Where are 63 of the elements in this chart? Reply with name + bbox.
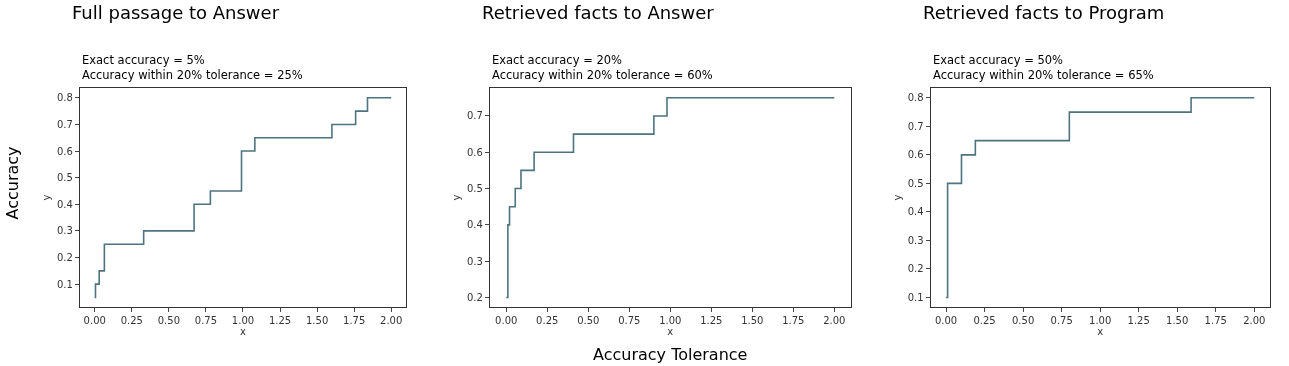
- y-tick-label: 0.7: [466, 110, 483, 122]
- x-tick-label: 0.00: [495, 315, 518, 327]
- y-tick-label: 0.5: [907, 177, 924, 189]
- y-tick-label: 0.2: [57, 252, 73, 264]
- x-tick-label: 0.50: [1011, 315, 1035, 327]
- chart-subtitle: Exact accuracy = 20% Accuracy within 20% tolerance = 60%: [492, 53, 713, 82]
- x-tick-label: 1.50: [741, 315, 764, 327]
- y-tick-label: 0.6: [907, 149, 924, 161]
- y-tick-label: 0.4: [466, 219, 483, 231]
- x-tick-label: 2.00: [823, 315, 846, 327]
- x-tick-label: 1.50: [305, 315, 329, 327]
- x-tick-label: 1.25: [1127, 315, 1150, 327]
- x-axis-title: x: [1097, 326, 1104, 338]
- y-tick-label: 0.8: [57, 92, 73, 104]
- x-axis-title: x: [240, 326, 247, 338]
- x-tick-label: 0.25: [120, 315, 143, 327]
- x-tick-label: 0.75: [194, 315, 218, 327]
- x-tick-label: 0.50: [577, 315, 600, 327]
- y-tick-label: 0.4: [57, 198, 73, 210]
- y-tick-label: 0.2: [466, 291, 483, 303]
- y-tick-label: 0.4: [907, 206, 924, 218]
- y-tick-label: 0.3: [466, 255, 483, 267]
- y-tick-label: 0.8: [907, 92, 924, 104]
- chart-title: Retrieved facts to Answer: [482, 2, 715, 23]
- y-tick-label: 0.2: [907, 263, 924, 275]
- x-tick-label: 0.00: [83, 315, 106, 327]
- y-tick-label: 0.1: [57, 278, 73, 290]
- y-axis-title: y: [450, 194, 462, 201]
- x-tick-label: 0.75: [1050, 315, 1073, 327]
- x-tick-label: 2.00: [1243, 315, 1266, 327]
- x-tick-label: 1.75: [343, 315, 366, 327]
- x-tick-label: 0.25: [536, 315, 559, 327]
- x-tick-label: 1.25: [700, 315, 723, 327]
- text: Accuracy: [2, 146, 22, 220]
- chart-title: Retrieved facts to Program: [923, 2, 1165, 23]
- x-tick-label: 2.00: [380, 315, 403, 327]
- text: Accuracy Tolerance: [593, 345, 748, 364]
- y-tick-label: 0.3: [57, 225, 73, 237]
- y-tick-label: 0.3: [907, 234, 924, 246]
- x-tick-label: 1.00: [659, 315, 682, 327]
- y-tick-label: 0.5: [466, 183, 483, 195]
- x-tick-label: 0.50: [157, 315, 180, 327]
- x-axis-title: x: [667, 326, 674, 338]
- x-tick-label: 0.25: [973, 315, 996, 327]
- y-tick-label: 0.6: [57, 145, 73, 157]
- chart-subtitle: Exact accuracy = 5% Accuracy within 20% tolerance = 25%: [82, 53, 303, 82]
- x-tick-label: 1.00: [1089, 315, 1112, 327]
- y-tick-label: 0.6: [466, 146, 483, 158]
- y-tick-label: 0.7: [57, 118, 73, 130]
- y-axis-title: y: [891, 194, 903, 201]
- x-tick-label: 1.75: [1204, 315, 1227, 327]
- x-tick-label: 1.50: [1166, 315, 1189, 327]
- x-tick-label: 0.75: [618, 315, 641, 327]
- y-tick-label: 0.5: [57, 172, 73, 184]
- y-axis-title: y: [41, 194, 53, 201]
- x-tick-label: 1.75: [782, 315, 805, 327]
- x-tick-label: 1.25: [268, 315, 292, 327]
- x-tick-label: 1.00: [231, 315, 255, 327]
- y-tick-label: 0.7: [907, 120, 924, 132]
- y-tick-label: 0.1: [907, 291, 924, 303]
- x-tick-label: 0.00: [934, 315, 958, 327]
- chart-subtitle: Exact accuracy = 50% Accuracy within 20% tolerance = 65%: [933, 53, 1154, 82]
- chart-title: Full passage to Answer: [72, 2, 280, 23]
